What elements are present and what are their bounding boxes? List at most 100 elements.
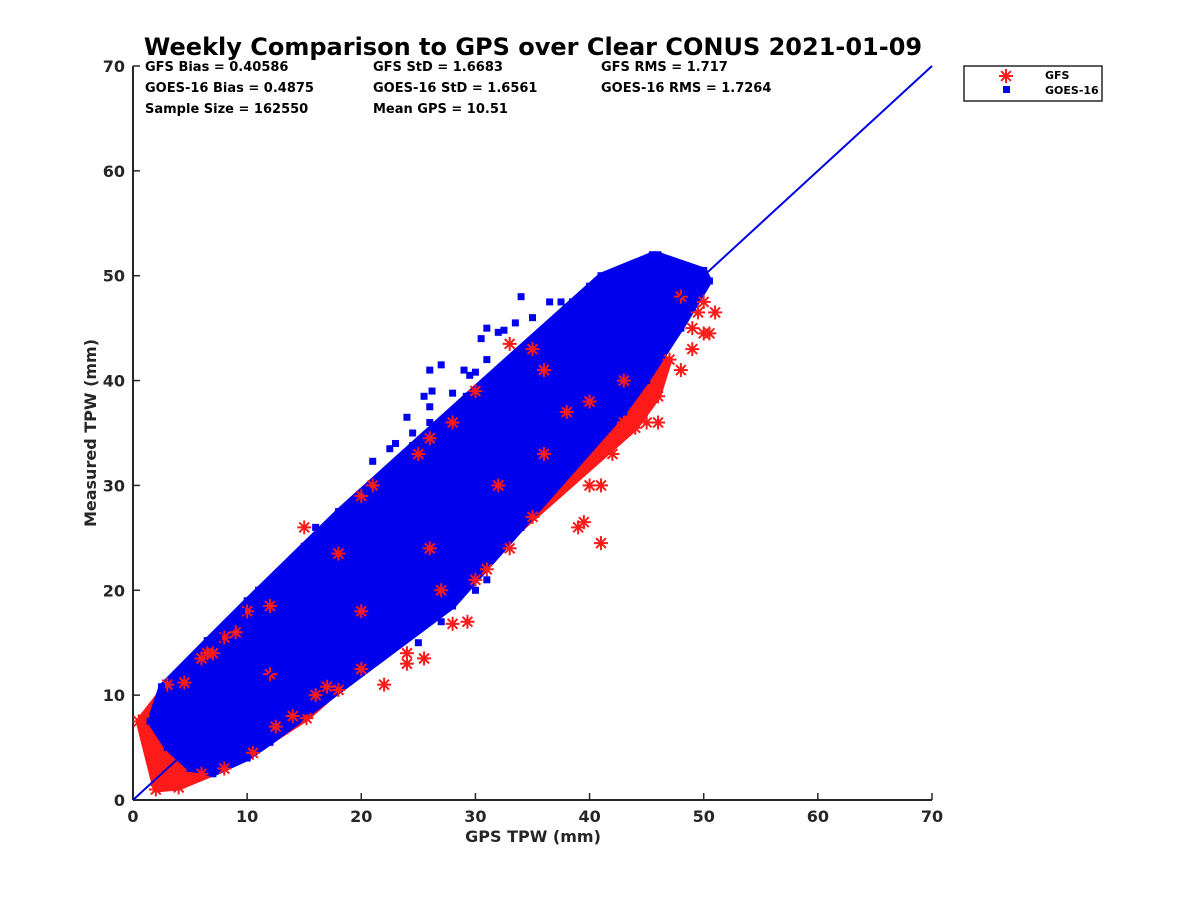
gfs-point [331, 682, 346, 697]
goes16-point [477, 335, 485, 343]
y-tick-label: 60 [103, 162, 125, 181]
y-tick-label: 50 [103, 267, 125, 286]
goes16-point [597, 429, 605, 437]
gfs-point [616, 415, 631, 430]
gfs-point [479, 562, 494, 577]
goes16-point [654, 356, 662, 364]
goes16-point [665, 335, 673, 343]
goes16-point [631, 387, 639, 395]
goes16-point [426, 366, 434, 374]
goes16-point [163, 744, 171, 752]
goes16-point [158, 683, 166, 691]
goes16-point [654, 251, 662, 259]
gfs-point [299, 711, 314, 726]
gfs-point [434, 583, 449, 598]
scatter-markers [133, 251, 723, 797]
goes16-point [586, 282, 594, 290]
gfs-point [354, 661, 369, 676]
legend-gfs-label: GFS [1045, 69, 1070, 82]
goes16-point [369, 457, 377, 465]
goes16-point [608, 419, 616, 427]
gfs-point [536, 446, 551, 461]
goes16-point [529, 314, 536, 322]
gfs-point [308, 688, 323, 703]
goes16-point [631, 272, 639, 280]
goes16-point [346, 502, 354, 510]
goes16-point [255, 586, 263, 594]
x-tick-label: 40 [578, 807, 600, 826]
goes16-point [215, 633, 223, 641]
x-tick-label: 60 [807, 807, 829, 826]
gfs-point [593, 478, 608, 493]
gfs-point [194, 766, 209, 781]
reference-line-group [132, 65, 933, 801]
goes16-point [648, 251, 656, 259]
gfs-point [422, 431, 437, 446]
goes16-point [568, 298, 576, 306]
goes16-point [437, 361, 445, 369]
goes16-point [471, 586, 479, 594]
gfs-point [696, 294, 711, 309]
goes16-point [517, 293, 525, 301]
gfs-point [468, 572, 483, 587]
goes16-point [300, 628, 308, 636]
goes16-point [226, 623, 234, 631]
gfs-point [297, 520, 312, 535]
gfs-point [525, 342, 540, 357]
goes16-point [483, 324, 491, 332]
goes16-point [462, 392, 470, 400]
legend-goes16-label: GOES-16 [1045, 84, 1099, 97]
legend-goes16-marker [1003, 86, 1010, 93]
goes16-point [574, 377, 582, 385]
goes16-point [203, 637, 211, 645]
goes16-point [277, 576, 285, 584]
gfs-point [582, 394, 597, 409]
gfs-point [651, 389, 666, 404]
gfs-point [593, 536, 608, 551]
goes16-point [500, 326, 508, 334]
gfs-point [217, 761, 232, 776]
goes16-point [392, 439, 400, 447]
y-tick-label: 0 [114, 791, 125, 810]
x-tick-label: 30 [464, 807, 486, 826]
gfs-point [171, 780, 186, 795]
goes16-point [517, 523, 525, 531]
y-ticks: 0 10 20 30 40 50 60 70 [103, 57, 140, 810]
gfs-point [571, 520, 586, 535]
goes16-point [643, 377, 651, 385]
goes16-point [403, 413, 411, 421]
goes16-point [146, 717, 154, 725]
goes16-point [574, 308, 582, 316]
stat-text: GOES-16 Bias = 0.4875 [145, 81, 314, 96]
goes16-point [620, 282, 628, 290]
goes16-point [428, 387, 436, 395]
goes16-point [494, 328, 502, 336]
stat-text: GFS RMS = 1.717 [601, 60, 728, 75]
goes16-point [209, 770, 217, 778]
goes16-point [369, 649, 377, 657]
gfs-point [399, 656, 414, 671]
goes16-point [637, 287, 645, 295]
x-tick-label: 20 [350, 807, 372, 826]
y-tick-label: 70 [103, 57, 125, 76]
legend-gfs-asterisk [999, 69, 1013, 83]
y-axis-label: Measured TPW (mm) [81, 339, 100, 527]
legend-gfs-marker [999, 69, 1013, 83]
gfs-point [228, 625, 243, 640]
goes16-point [529, 408, 536, 416]
goes16-point [420, 392, 428, 400]
goes16-point [243, 597, 251, 605]
legend: GFS GOES-16 [963, 65, 1103, 102]
gfs-point [445, 616, 460, 631]
goes16-point [312, 523, 320, 531]
stats-annotations: GFS Bias = 0.40586 GFS StD = 1.6683 GFS RM… [145, 60, 771, 117]
chart-title: Weekly Comparison to GPS over Clear CONU… [144, 33, 922, 61]
goes16-point [186, 765, 194, 773]
gfs-point [605, 446, 620, 461]
stat-text: GOES-16 RMS = 1.7264 [601, 81, 771, 96]
goes16-point [317, 539, 325, 547]
gfs-point [685, 321, 700, 336]
goes16-point [677, 324, 685, 332]
x-tick-label: 70 [921, 807, 943, 826]
goes16-point [186, 733, 194, 741]
